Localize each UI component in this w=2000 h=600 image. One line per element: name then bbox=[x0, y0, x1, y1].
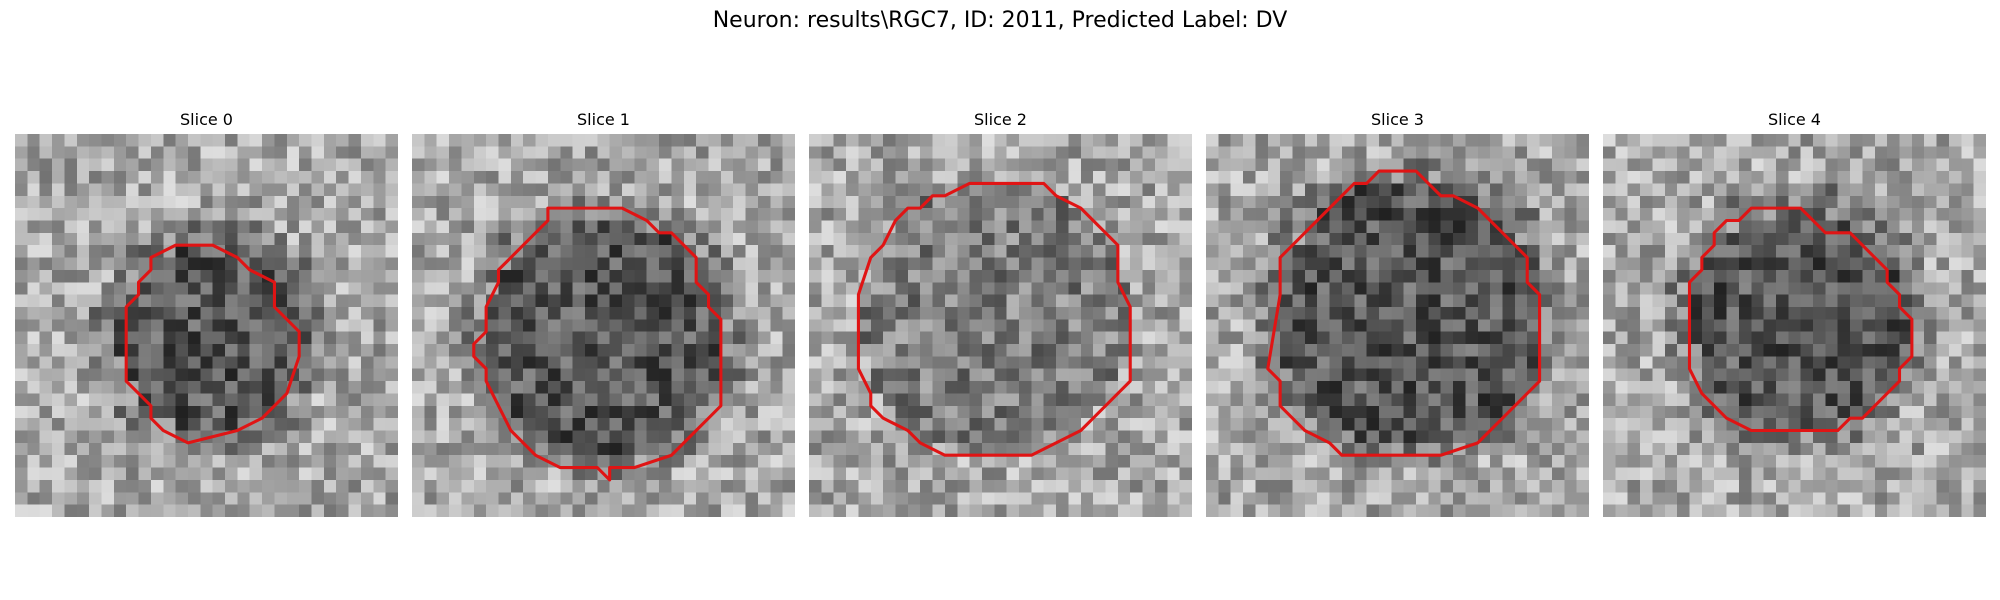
pixel-grid-4 bbox=[1603, 134, 1986, 517]
cell-contour-4 bbox=[1687, 206, 1914, 433]
slice-panel-1: Slice 1 bbox=[412, 110, 795, 520]
slice-panel-2: Slice 2 bbox=[809, 110, 1192, 520]
cell-contour-2 bbox=[856, 181, 1132, 457]
figure-title: Neuron: results\RGC7, ID: 2011, Predicte… bbox=[712, 8, 1288, 33]
slice-image-1 bbox=[412, 134, 795, 517]
slice-title-3: Slice 3 bbox=[1371, 110, 1424, 129]
pixel-grid-1 bbox=[412, 134, 795, 517]
slice-panel-0: Slice 0 bbox=[15, 110, 398, 520]
cell-contour-1 bbox=[472, 206, 723, 482]
slice-title-1: Slice 1 bbox=[577, 110, 630, 129]
slice-panel-4: Slice 4 bbox=[1603, 110, 1986, 520]
slice-title-4: Slice 4 bbox=[1768, 110, 1821, 129]
pixel-grid-0 bbox=[15, 134, 398, 517]
slice-image-2 bbox=[809, 134, 1192, 517]
slice-title-0: Slice 0 bbox=[180, 110, 233, 129]
slice-image-4 bbox=[1603, 134, 1986, 517]
cell-contour-0 bbox=[124, 243, 301, 445]
pixel-grid-2 bbox=[809, 134, 1192, 517]
cell-contour-3 bbox=[1266, 169, 1542, 457]
slice-panel-3: Slice 3 bbox=[1206, 110, 1589, 520]
slice-title-2: Slice 2 bbox=[974, 110, 1027, 129]
slice-image-0 bbox=[15, 134, 398, 517]
slice-image-3 bbox=[1206, 134, 1589, 517]
pixel-grid-3 bbox=[1206, 134, 1589, 517]
